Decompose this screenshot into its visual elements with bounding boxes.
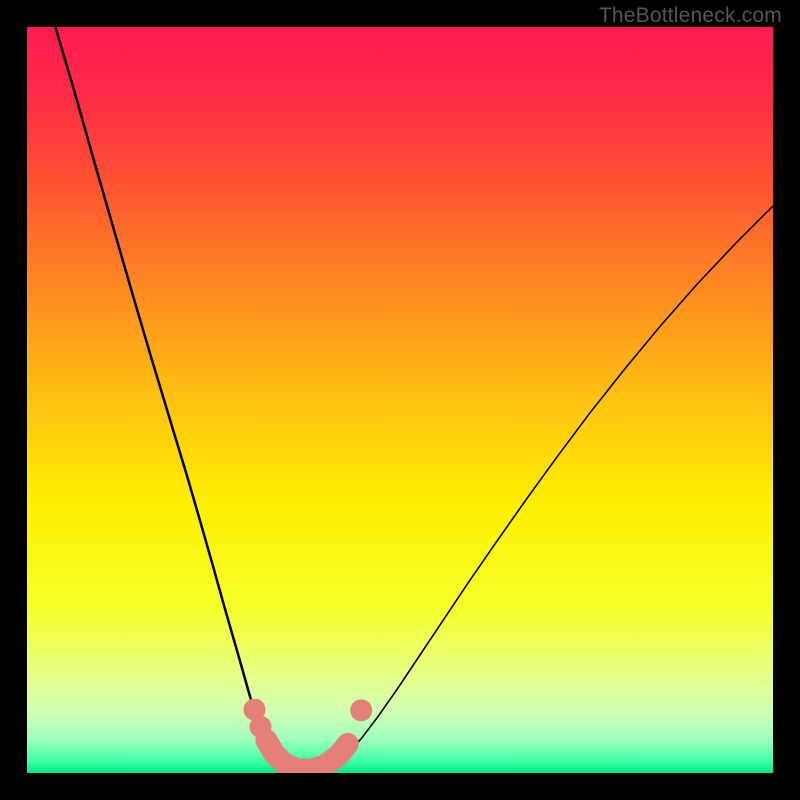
left-curve	[55, 27, 303, 772]
marker-layer	[244, 699, 373, 770]
right-curve	[303, 206, 773, 772]
curves-layer	[27, 27, 773, 773]
chart-frame: TheBottleneck.com	[0, 0, 800, 800]
plot-area	[27, 27, 773, 773]
watermark-text: TheBottleneck.com	[599, 4, 782, 28]
